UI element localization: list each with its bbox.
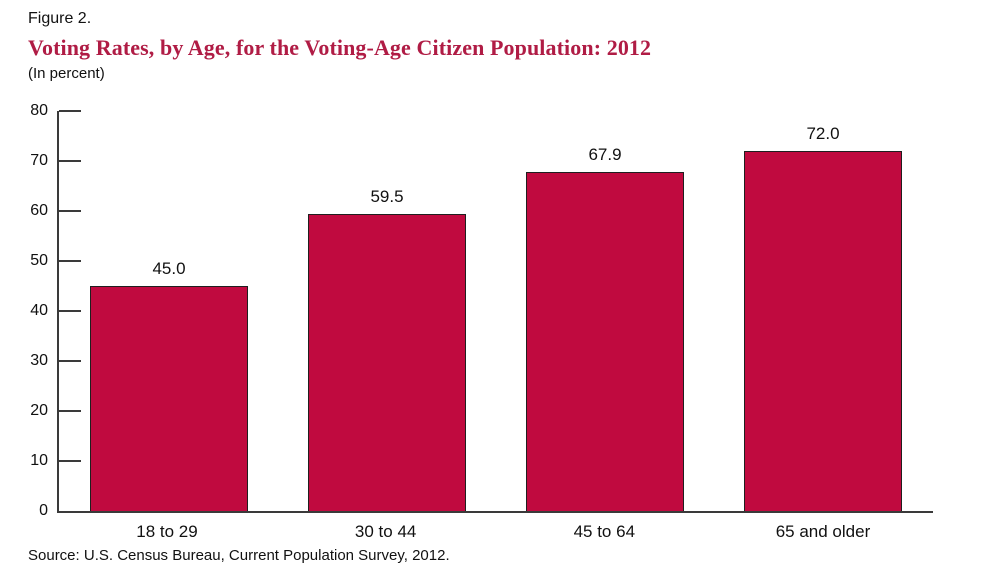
bar-value-label-0: 45.0 <box>152 259 186 278</box>
bar-3 <box>744 151 902 511</box>
bar-group-0: 45.0 <box>90 111 248 511</box>
bar-2 <box>526 171 684 511</box>
bar-0 <box>90 286 248 511</box>
y-tick-mark-50 <box>59 260 81 262</box>
y-tick-mark-20 <box>59 410 81 412</box>
figure-title: Voting Rates, by Age, for the Voting-Age… <box>28 35 652 60</box>
bars-row: 45.0 59.5 67.9 72.0 <box>59 111 933 511</box>
y-tick-label-30: 30 <box>30 352 48 369</box>
y-tick-mark-60 <box>59 210 81 212</box>
y-axis-tick-labels: 0 10 20 30 40 50 60 70 80 <box>0 102 48 519</box>
y-tick-mark-80 <box>59 110 81 112</box>
x-axis-category-labels: 18 to 29 30 to 44 45 to 64 65 and older <box>57 521 933 542</box>
plot-area: 45.0 59.5 67.9 72.0 <box>57 110 933 513</box>
y-tick-mark-10 <box>59 460 81 462</box>
y-tick-mark-70 <box>59 160 81 162</box>
y-tick-mark-40 <box>59 310 81 312</box>
y-tick-label-80: 80 <box>30 102 48 119</box>
source-note: Source: U.S. Census Bureau, Current Popu… <box>28 547 450 564</box>
y-tick-label-60: 60 <box>30 202 48 219</box>
bar-group-1: 59.5 <box>308 111 466 511</box>
x-category-label-2: 45 to 64 <box>573 522 636 541</box>
y-tick-label-10: 10 <box>30 452 48 469</box>
y-tick-label-20: 20 <box>30 402 48 419</box>
bar-value-label-2: 67.9 <box>588 144 622 164</box>
bar-group-2: 67.9 <box>526 111 684 511</box>
bar-1 <box>308 213 466 511</box>
bar-group-3: 72.0 <box>744 111 902 511</box>
y-tick-label-70: 70 <box>30 152 48 169</box>
x-category-label-3: 65 and older <box>775 522 871 541</box>
y-tick-mark-30 <box>59 360 81 362</box>
bar-value-label-1: 59.5 <box>370 186 404 206</box>
figure-number-label: Figure 2. <box>28 10 92 27</box>
x-category-label-0: 18 to 29 <box>136 522 198 541</box>
y-tick-label-50: 50 <box>30 252 48 269</box>
y-tick-label-0: 0 <box>39 502 48 519</box>
bar-value-label-3: 72.0 <box>806 124 840 143</box>
y-tick-label-40: 40 <box>30 302 48 319</box>
x-category-label-1: 30 to 44 <box>354 522 417 541</box>
unit-note: (In percent) <box>28 65 105 82</box>
